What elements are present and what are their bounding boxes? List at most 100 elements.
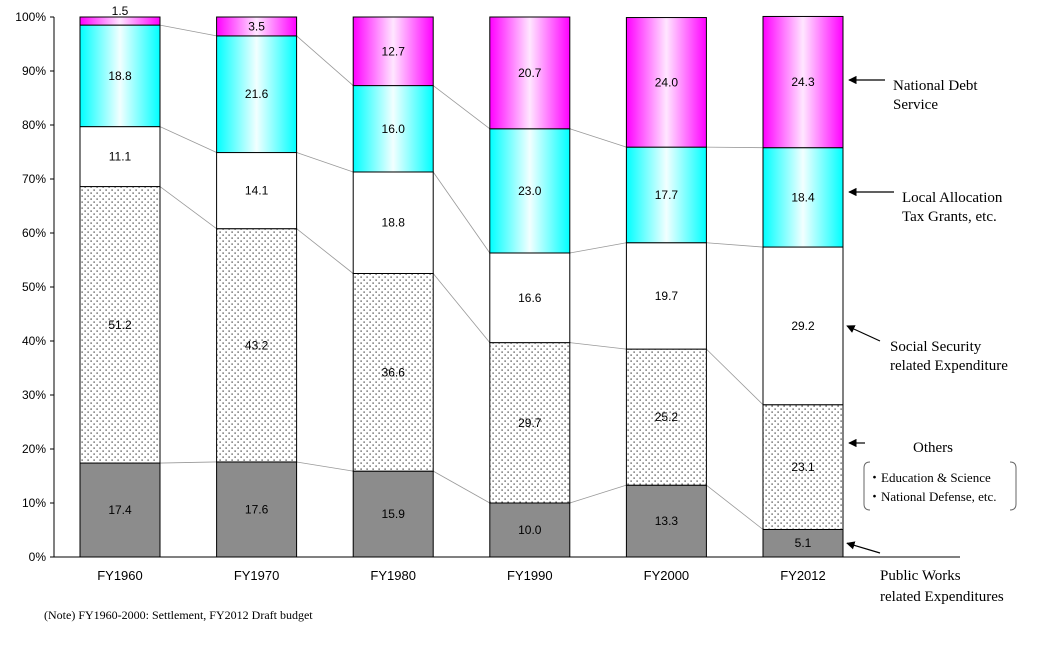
annotation-label: National Debt	[893, 78, 978, 94]
chart-note: (Note) FY1960-2000: Settlement, FY2012 D…	[44, 608, 313, 622]
annotation-arrow	[846, 325, 881, 342]
bar-segment	[762, 246, 844, 406]
bar-stack	[352, 16, 434, 558]
bar-segment	[216, 16, 298, 37]
bar-segment	[762, 528, 844, 558]
annotation-label: Local Allocation	[902, 190, 1003, 206]
annotation-label: Public Works	[880, 568, 961, 584]
bar-stack	[762, 15, 844, 558]
bar-stack	[489, 16, 571, 558]
x-category-label: FY1960	[97, 568, 143, 583]
bar-value-label: 24.0	[655, 75, 679, 89]
bar-segment	[489, 342, 571, 504]
bracket-item-label: ・Education & Science	[868, 470, 991, 485]
x-category-label: FY2000	[644, 568, 690, 583]
bar-value-label: 23.0	[518, 184, 542, 198]
series-annotation: National Debt Service	[848, 75, 978, 113]
bar-segment	[625, 484, 707, 558]
y-tick-label: 70%	[22, 172, 46, 186]
bar-segment	[762, 404, 844, 530]
bar-value-label: 36.6	[382, 365, 406, 379]
bracket-right	[1009, 461, 1017, 511]
bar-segment	[352, 16, 434, 87]
y-tick-label: 90%	[22, 64, 46, 78]
legend-annotations: Public Works related Expenditures Others ・E…	[846, 75, 1017, 605]
series-connector-line	[159, 186, 217, 230]
series-connector-line	[706, 146, 764, 149]
bar-segment	[625, 17, 707, 148]
bar-segment	[352, 273, 434, 472]
bracket-item-label: ・National Defense, etc.	[868, 489, 997, 504]
bar-value-label: 20.7	[518, 66, 542, 80]
y-tick-label: 20%	[22, 442, 46, 456]
bar-value-label: 16.6	[518, 291, 542, 305]
series-annotation: Public Works related Expenditures	[846, 541, 1004, 605]
bar-value-label: 13.3	[655, 514, 679, 528]
bar-stack	[216, 16, 298, 558]
series-connector-line	[569, 342, 627, 350]
bracket-left	[863, 461, 871, 511]
bar-segment	[625, 348, 707, 486]
annotation-label: related Expenditures	[880, 589, 1004, 605]
y-tick-label: 40%	[22, 334, 46, 348]
annotation-label: Tax Grants, etc.	[902, 209, 997, 225]
bar-segment	[79, 462, 161, 558]
bar-segment	[352, 85, 434, 173]
annotation-label: Others	[913, 440, 953, 456]
bar-segment	[216, 152, 298, 230]
series-connector-line	[569, 484, 627, 504]
series-connector-line	[706, 348, 764, 406]
bar-value-label: 11.1	[109, 150, 132, 164]
bar-value-label: 18.4	[791, 190, 815, 204]
bar-segment	[625, 146, 707, 244]
series-connector-line	[296, 461, 354, 472]
series-connector-line	[296, 228, 354, 274]
bar-value-label: 16.0	[382, 122, 406, 136]
y-axis: 0% 10% 20% 30% 40% 50% 60% 70% 80% 90% 100%	[15, 10, 960, 564]
bar-stack	[79, 16, 161, 558]
series-annotation: Social Security related Expenditure	[846, 325, 1008, 374]
bar-value-label: 51.2	[108, 318, 132, 332]
bar-segment	[352, 470, 434, 558]
annotation-label: Social Security	[890, 339, 982, 355]
bar-segment	[625, 242, 707, 350]
bar-segment	[79, 126, 161, 188]
bar-segment	[489, 502, 571, 558]
bar-value-label: 12.7	[382, 44, 406, 58]
y-tick-label: 80%	[22, 118, 46, 132]
bar-value-label: 29.2	[791, 319, 815, 333]
x-category-label: FY2012	[780, 568, 826, 583]
annotation-label: Service	[893, 97, 938, 113]
series-connector-line	[432, 85, 491, 130]
series-annotation: Others ・Education & Science ・National Defe…	[848, 438, 1017, 511]
y-tick-label: 100%	[15, 10, 46, 24]
bar-segment	[489, 128, 571, 254]
x-category-label: FY1970	[234, 568, 280, 583]
bar-value-label: 14.1	[245, 184, 269, 198]
series-connector-line	[706, 484, 764, 530]
bar-stack	[625, 17, 707, 558]
bar-segment	[216, 35, 298, 154]
series-connector-line	[433, 470, 490, 504]
bar-value-label: 18.8	[108, 69, 132, 83]
bar-segment	[79, 186, 161, 464]
bar-value-label: 3.5	[248, 19, 265, 33]
y-tick-label: 30%	[22, 388, 46, 402]
bar-value-label: 10.0	[518, 523, 542, 537]
bar-value-label: 43.2	[245, 338, 269, 352]
series-connector-line	[159, 461, 217, 464]
y-tick-label: 10%	[22, 496, 46, 510]
value-labels: 17.4 51.2 11.1 18.8 1.5 17.6 43.2 14.1 21.6 3.5 15…	[108, 4, 815, 550]
series-connector-line	[296, 35, 354, 86]
bar-value-label: 24.3	[791, 75, 815, 89]
y-tick-label: 50%	[22, 280, 46, 294]
bar-value-label: 21.6	[245, 87, 269, 101]
series-connector-line	[159, 24, 217, 37]
x-axis-labels: FY1960 FY1970 FY1980 FY1990 FY2000 FY2012	[97, 568, 826, 583]
series-connector-line	[159, 126, 217, 153]
bar-value-label: 23.1	[791, 460, 815, 474]
annotation-label: related Expenditure	[890, 358, 1008, 374]
bar-value-label: 17.4	[108, 503, 132, 517]
bar-value-label: 25.2	[655, 410, 679, 424]
